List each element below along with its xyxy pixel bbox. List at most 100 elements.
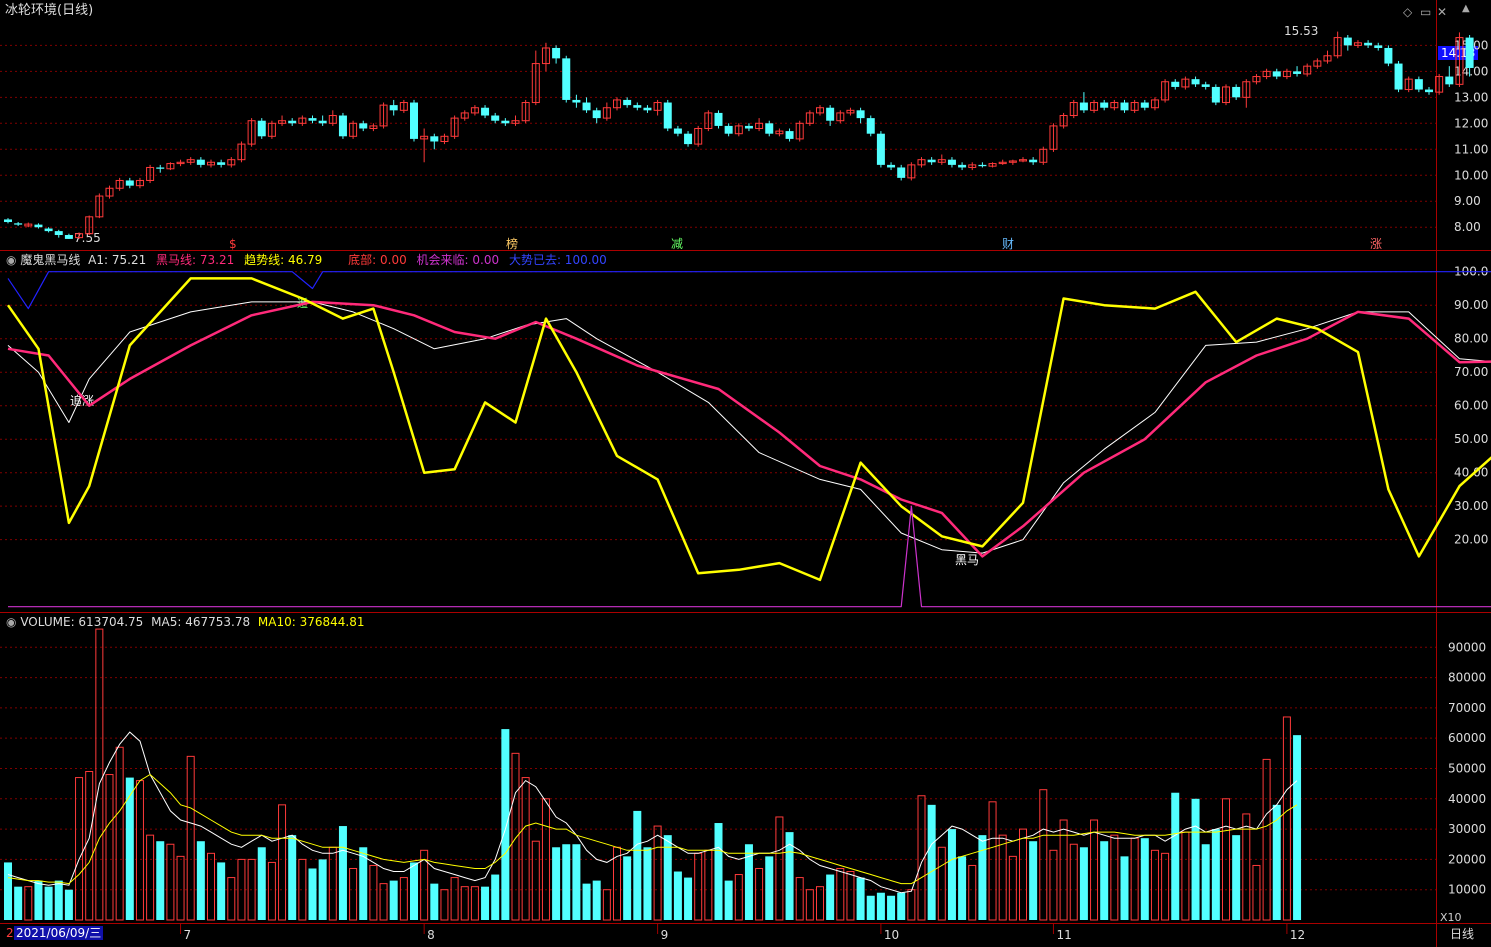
volume-bar bbox=[399, 877, 408, 921]
candle-body bbox=[816, 107, 824, 114]
candle-body bbox=[176, 161, 185, 165]
candle-body bbox=[1079, 102, 1088, 111]
volume-bar bbox=[714, 823, 723, 920]
volume-bar bbox=[450, 877, 459, 921]
indicator-tick-label: 60.00 bbox=[1454, 399, 1488, 413]
volume-tick-label: 10000 bbox=[1448, 883, 1486, 897]
volume-bar bbox=[217, 862, 226, 920]
volume-bar bbox=[34, 880, 43, 920]
marker-zhang: 涨 bbox=[1370, 237, 1383, 251]
restore-icon[interactable]: ▭ bbox=[1420, 5, 1432, 19]
volume-bar bbox=[176, 855, 185, 921]
close-icon[interactable]: ✕ bbox=[1437, 5, 1448, 19]
period-label[interactable]: 日线 bbox=[1450, 927, 1475, 941]
candle-body bbox=[694, 128, 703, 145]
indicator-tick-label: 20.00 bbox=[1454, 533, 1488, 547]
candle-body bbox=[531, 63, 540, 104]
candle-body bbox=[846, 109, 855, 114]
diamond-icon[interactable]: ◇ bbox=[1403, 5, 1413, 19]
volume-bar bbox=[1008, 855, 1017, 921]
volume-bar bbox=[410, 862, 418, 920]
volume-bar bbox=[267, 861, 276, 921]
candle-body bbox=[1323, 55, 1332, 62]
volume-bar bbox=[795, 877, 804, 921]
indicator-tick-label: 90.00 bbox=[1454, 298, 1488, 312]
candle-body bbox=[196, 159, 205, 165]
volume-bar bbox=[1161, 852, 1170, 921]
candle-body bbox=[1171, 81, 1180, 87]
indicator-tick-label: 70.00 bbox=[1454, 365, 1488, 379]
volume-bar bbox=[947, 829, 956, 920]
candle-body bbox=[1029, 159, 1038, 163]
volume-value: VOLUME: 613704.75 bbox=[20, 615, 144, 629]
volume-bar bbox=[501, 729, 510, 920]
chart-title: 冰轮环境(日线) bbox=[5, 3, 94, 18]
scroll-up-icon[interactable]: ▲ bbox=[1462, 3, 1470, 14]
date-tick-label: 8 bbox=[427, 928, 435, 942]
candle-body bbox=[54, 231, 63, 236]
dibu-value: 底部: 0.00 bbox=[348, 253, 407, 267]
candle-body bbox=[1465, 37, 1474, 68]
candle-body bbox=[582, 102, 591, 111]
volume-bar bbox=[1252, 864, 1261, 921]
volume-bar bbox=[602, 889, 611, 921]
candle-body bbox=[267, 122, 276, 137]
volume-bar bbox=[1222, 798, 1230, 921]
candle-body bbox=[937, 159, 946, 163]
volume-bar bbox=[673, 871, 682, 920]
candle-body bbox=[430, 136, 439, 142]
candle-body bbox=[653, 102, 662, 111]
volume-bar bbox=[135, 780, 144, 921]
volume-bar bbox=[105, 774, 114, 921]
candle-body bbox=[887, 164, 896, 168]
panel-divider-2 bbox=[0, 612, 1491, 613]
label-heima: 黑马 bbox=[955, 553, 980, 567]
marker-cai: 财 bbox=[1002, 237, 1015, 251]
volume-bar bbox=[379, 883, 388, 921]
volume-bar bbox=[349, 867, 358, 921]
marker-bang: 榜 bbox=[506, 237, 519, 251]
volume-bar bbox=[1232, 835, 1241, 920]
price-tick-label: 10.00 bbox=[1454, 168, 1488, 182]
volume-bar bbox=[633, 810, 642, 920]
volume-bar bbox=[785, 832, 794, 920]
volume-bar bbox=[420, 849, 429, 921]
volume-bar bbox=[643, 847, 652, 920]
candle-body bbox=[491, 115, 500, 121]
volume-bar bbox=[704, 849, 713, 921]
candle-body bbox=[470, 107, 479, 114]
volume-bar bbox=[166, 843, 175, 921]
volume-bar bbox=[470, 886, 479, 921]
qushi-value: 趋势线: 46.79 bbox=[244, 253, 323, 267]
volume-bar bbox=[14, 886, 23, 920]
candle-body bbox=[105, 187, 114, 197]
ma10-line bbox=[7, 773, 1298, 885]
volume-bar bbox=[1130, 837, 1139, 921]
volume-bar bbox=[1090, 819, 1099, 921]
candle-body bbox=[44, 228, 53, 232]
volume-bar bbox=[460, 886, 469, 921]
candle-body bbox=[115, 179, 124, 189]
volume-bar bbox=[805, 889, 814, 921]
collapse-icon[interactable]: ◉ bbox=[6, 615, 17, 629]
volume-bar bbox=[1201, 844, 1210, 920]
date-prefix: 2 bbox=[6, 926, 14, 940]
candle-body bbox=[1150, 99, 1159, 109]
collapse-icon[interactable]: ◉ bbox=[6, 253, 17, 267]
candle-body bbox=[1130, 102, 1139, 111]
candle-body bbox=[978, 164, 987, 167]
volume-tick-label: 20000 bbox=[1448, 852, 1486, 866]
candle-body bbox=[724, 125, 733, 134]
volume-bar bbox=[369, 864, 378, 921]
candle-body bbox=[1181, 78, 1190, 88]
axis-divider bbox=[1436, 0, 1437, 947]
volume-bar bbox=[562, 844, 571, 920]
ma5-line bbox=[7, 731, 1298, 894]
candle-body bbox=[552, 47, 561, 59]
volume-bar bbox=[44, 886, 53, 920]
indicator-tick-label: 30.00 bbox=[1454, 499, 1488, 513]
candle-body bbox=[633, 105, 642, 108]
volume-bar bbox=[1272, 804, 1281, 920]
volume-bar bbox=[744, 844, 753, 920]
volume-bar bbox=[196, 841, 205, 920]
